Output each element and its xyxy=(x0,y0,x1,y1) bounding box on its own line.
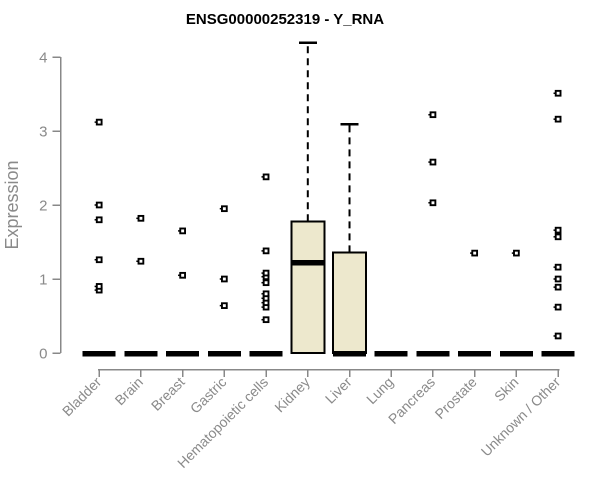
median-line xyxy=(416,350,450,357)
outlier-point xyxy=(95,118,103,126)
y-tick-label: 0 xyxy=(39,346,47,363)
median-line xyxy=(124,350,158,357)
outlier-point xyxy=(554,303,562,311)
outlier-point xyxy=(554,263,562,271)
y-axis-label: Expression xyxy=(2,160,22,249)
outlier-point xyxy=(95,216,103,224)
outlier-point xyxy=(95,201,103,209)
x-tick-label: Bladder xyxy=(59,374,105,420)
outlier-point xyxy=(429,158,437,166)
y-tick-label: 3 xyxy=(39,124,47,141)
x-tick-label: Liver xyxy=(322,374,355,407)
outlier-point xyxy=(221,302,228,309)
chart-title: ENSG00000252319 - Y_RNA xyxy=(186,11,384,28)
median-line xyxy=(249,350,283,357)
x-tick-label: Skin xyxy=(491,374,522,405)
outlier-point xyxy=(179,271,186,279)
y-tick-label: 4 xyxy=(39,50,47,67)
outlier-point xyxy=(262,316,270,324)
median-line xyxy=(207,350,241,357)
outlier-point xyxy=(137,214,145,222)
outlier-point xyxy=(262,247,270,255)
median-line xyxy=(541,350,575,357)
outlier-point xyxy=(221,275,228,283)
median-line xyxy=(166,350,200,357)
median-line xyxy=(499,350,533,357)
outlier-point xyxy=(471,249,479,257)
outlier-point xyxy=(513,249,520,257)
x-tick-label: Brain xyxy=(112,374,146,408)
median-line xyxy=(82,350,116,357)
x-tick-label: Breast xyxy=(148,374,188,414)
outlier-point xyxy=(554,283,562,291)
box xyxy=(332,251,368,354)
outlier-point xyxy=(429,111,437,119)
y-tick-label: 2 xyxy=(39,198,47,215)
median-line xyxy=(374,350,408,357)
outlier-point xyxy=(554,89,562,97)
median-line xyxy=(333,350,367,357)
x-tick-label: Prostate xyxy=(432,374,480,422)
outlier-point xyxy=(95,283,103,290)
x-tick-label: Unknown / Other xyxy=(478,374,564,460)
outlier-point xyxy=(554,226,562,234)
outlier-point xyxy=(262,173,270,181)
outlier-point xyxy=(429,199,437,207)
outlier-point xyxy=(221,205,228,213)
outlier-point xyxy=(554,275,562,283)
outlier-point xyxy=(95,256,103,264)
outlier-point xyxy=(262,290,270,298)
outlier-point xyxy=(137,257,145,265)
outlier-point xyxy=(554,332,562,340)
median-line xyxy=(291,259,325,266)
outlier-point xyxy=(179,227,186,235)
outlier-point xyxy=(262,279,270,287)
y-tick-label: 1 xyxy=(39,272,47,289)
x-tick-label: Lung xyxy=(363,374,396,407)
outlier-point xyxy=(554,233,562,241)
x-tick-label: Kidney xyxy=(271,374,313,416)
outlier-point xyxy=(262,269,270,277)
outlier-point xyxy=(554,115,562,123)
box xyxy=(290,220,326,354)
median-line xyxy=(458,350,492,357)
